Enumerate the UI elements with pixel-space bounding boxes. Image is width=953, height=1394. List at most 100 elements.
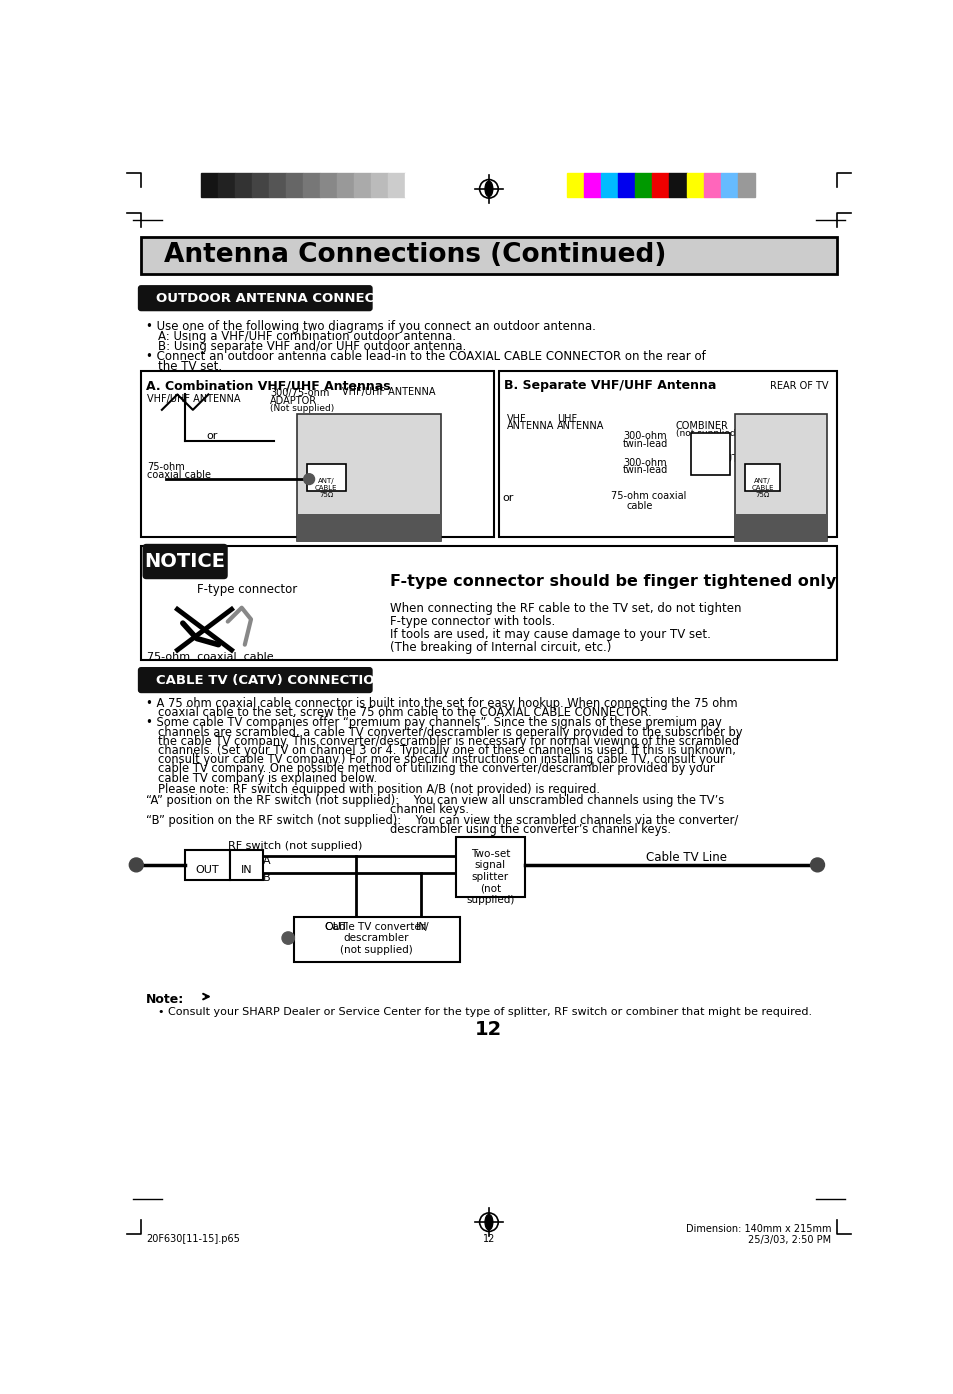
Text: Please note: RF switch equipped with position A/B (not provided) is required.: Please note: RF switch equipped with pos… <box>158 783 599 796</box>
Bar <box>686 173 703 197</box>
Text: Two-set
signal
splitter
(not
supplied): Two-set signal splitter (not supplied) <box>466 849 514 905</box>
Text: consult your cable TV company.) For more specific instructions on installing cab: consult your cable TV company.) For more… <box>158 753 724 767</box>
Bar <box>234 173 252 197</box>
Text: descrambler using the converter’s channel keys.: descrambler using the converter’s channe… <box>390 824 671 836</box>
Text: VHF: VHF <box>506 414 526 424</box>
Bar <box>286 173 303 197</box>
Text: channels. (Set your TV on channel 3 or 4. Typically one of these channels is use: channels. (Set your TV on channel 3 or 4… <box>158 744 735 757</box>
Bar <box>336 173 354 197</box>
Ellipse shape <box>484 181 493 197</box>
Bar <box>230 850 262 880</box>
Text: (Not supplied): (Not supplied) <box>270 404 335 413</box>
Bar <box>217 173 234 197</box>
Text: 75-ohm: 75-ohm <box>147 463 185 473</box>
Bar <box>297 514 440 541</box>
Bar <box>303 173 319 197</box>
Text: Note:: Note: <box>146 993 185 1005</box>
Text: 300-ohm: 300-ohm <box>622 431 666 442</box>
Text: IN: IN <box>416 921 427 931</box>
Text: UHF: UHF <box>557 414 577 424</box>
Text: When connecting the RF cable to the TV set, do not tighten: When connecting the RF cable to the TV s… <box>390 602 741 615</box>
Text: channels are scrambled, a cable TV converter/descrambler is generally provided t: channels are scrambled, a cable TV conve… <box>158 725 741 739</box>
Text: Cable TV Line: Cable TV Line <box>645 852 726 864</box>
Bar <box>744 464 780 491</box>
Bar <box>583 173 600 197</box>
Text: (not supplied): (not supplied) <box>675 429 739 438</box>
Text: coaxial cable: coaxial cable <box>147 470 211 480</box>
Text: VHF/UHF ANTENNA: VHF/UHF ANTENNA <box>147 395 240 404</box>
Text: B. Separate VHF/UHF Antenna: B. Separate VHF/UHF Antenna <box>504 379 716 392</box>
Bar <box>635 173 652 197</box>
Text: cable TV company is explained below.: cable TV company is explained below. <box>158 772 376 785</box>
Text: “B” position on the RF switch (not supplied):    You can view the scrambled chan: “B” position on the RF switch (not suppl… <box>146 814 738 827</box>
Text: NOTICE: NOTICE <box>145 552 226 572</box>
Bar <box>319 173 336 197</box>
Ellipse shape <box>484 1214 493 1230</box>
Text: Cable TV converter/
descrambler
(not supplied): Cable TV converter/ descrambler (not sup… <box>324 921 428 955</box>
Text: the cable TV company. This converter/descrambler is necessary for normal viewing: the cable TV company. This converter/des… <box>158 735 739 747</box>
Text: CABLE TV (CATV) CONNECTION: CABLE TV (CATV) CONNECTION <box>156 673 386 687</box>
FancyBboxPatch shape <box>137 286 373 311</box>
Bar <box>297 414 440 541</box>
Bar <box>371 173 388 197</box>
Text: cable TV company. One possible method of utilizing the converter/descrambler pro: cable TV company. One possible method of… <box>158 763 714 775</box>
Text: ANT/
CABLE
75Ω: ANT/ CABLE 75Ω <box>750 478 773 498</box>
Bar <box>737 173 754 197</box>
Bar <box>185 850 230 880</box>
Text: Antenna Connections (Continued): Antenna Connections (Continued) <box>164 243 666 268</box>
Bar <box>252 173 269 197</box>
Text: • Consult your SHARP Dealer or Service Center for the type of splitter, RF switc: • Consult your SHARP Dealer or Service C… <box>158 1006 811 1016</box>
Circle shape <box>282 933 294 944</box>
Bar <box>703 173 720 197</box>
Text: twin-lead: twin-lead <box>622 466 667 475</box>
Bar <box>669 173 686 197</box>
Bar <box>498 371 836 537</box>
Text: B: B <box>262 874 270 884</box>
Text: • Some cable TV companies offer “premium pay channels”. Since the signals of the: • Some cable TV companies offer “premium… <box>146 717 721 729</box>
Text: COMBINER: COMBINER <box>675 421 728 431</box>
Bar <box>307 464 345 491</box>
Text: REAR OF TV: REAR OF TV <box>320 527 382 537</box>
Text: 20F630[11-15].p65: 20F630[11-15].p65 <box>146 1235 240 1245</box>
Bar <box>141 546 836 661</box>
Text: ANT/
CABLE
75Ω: ANT/ CABLE 75Ω <box>314 478 337 498</box>
Text: twin-lead: twin-lead <box>622 439 667 449</box>
Text: RF switch (not supplied): RF switch (not supplied) <box>228 841 362 850</box>
Bar <box>652 173 669 197</box>
Text: Dimension: 140mm x 215mm: Dimension: 140mm x 215mm <box>685 1224 831 1235</box>
Text: F-type connector: F-type connector <box>196 583 297 597</box>
Text: 12: 12 <box>475 1019 502 1039</box>
Bar <box>269 173 286 197</box>
Text: F-type connector should be finger tightened only: F-type connector should be finger tighte… <box>390 574 836 588</box>
Text: 300-ohm: 300-ohm <box>350 414 394 424</box>
Bar <box>141 371 493 537</box>
Text: • A 75 ohm coaxial cable connector is built into the set for easy hookup. When c: • A 75 ohm coaxial cable connector is bu… <box>146 697 738 710</box>
Text: • Connect an outdoor antenna cable lead-in to the COAXIAL CABLE CONNECTOR on the: • Connect an outdoor antenna cable lead-… <box>146 350 705 362</box>
Text: 75-ohm coaxial: 75-ohm coaxial <box>611 491 686 500</box>
Text: or: or <box>206 431 217 442</box>
Circle shape <box>303 474 314 485</box>
Text: ANTENNA: ANTENNA <box>506 421 554 431</box>
Bar <box>735 514 826 541</box>
Bar <box>567 173 583 197</box>
Text: A: Using a VHF/UHF combination outdoor antenna.: A: Using a VHF/UHF combination outdoor a… <box>158 330 456 343</box>
Text: coaxial cable to the set, screw the 75 ohm cable to the COAXIAL CABLE CONNECTOR.: coaxial cable to the set, screw the 75 o… <box>158 707 651 719</box>
FancyBboxPatch shape <box>142 544 228 580</box>
Text: REAR OF TV: REAR OF TV <box>769 381 827 390</box>
Bar <box>141 237 836 273</box>
FancyBboxPatch shape <box>137 666 373 693</box>
Text: IN OUT: IN OUT <box>703 454 738 464</box>
Text: A. Combination VHF/UHF Antennas: A. Combination VHF/UHF Antennas <box>146 379 391 392</box>
Text: 75-ohm  coaxial  cable: 75-ohm coaxial cable <box>147 652 274 662</box>
Circle shape <box>130 857 143 871</box>
Text: or: or <box>502 493 514 503</box>
Text: 300/75-ohm: 300/75-ohm <box>270 389 330 399</box>
Text: VHF/UHF ANTENNA: VHF/UHF ANTENNA <box>342 386 436 397</box>
Bar <box>735 414 826 541</box>
Text: F-type connector with tools.: F-type connector with tools. <box>390 615 556 627</box>
Text: ADAPTOR: ADAPTOR <box>270 396 317 406</box>
Text: OUT: OUT <box>324 921 348 931</box>
Text: (The breaking of Internal circuit, etc.): (The breaking of Internal circuit, etc.) <box>390 641 611 654</box>
Bar <box>720 173 737 197</box>
Text: “A” position on the RF switch (not supplied):    You can view all unscrambled ch: “A” position on the RF switch (not suppl… <box>146 795 724 807</box>
